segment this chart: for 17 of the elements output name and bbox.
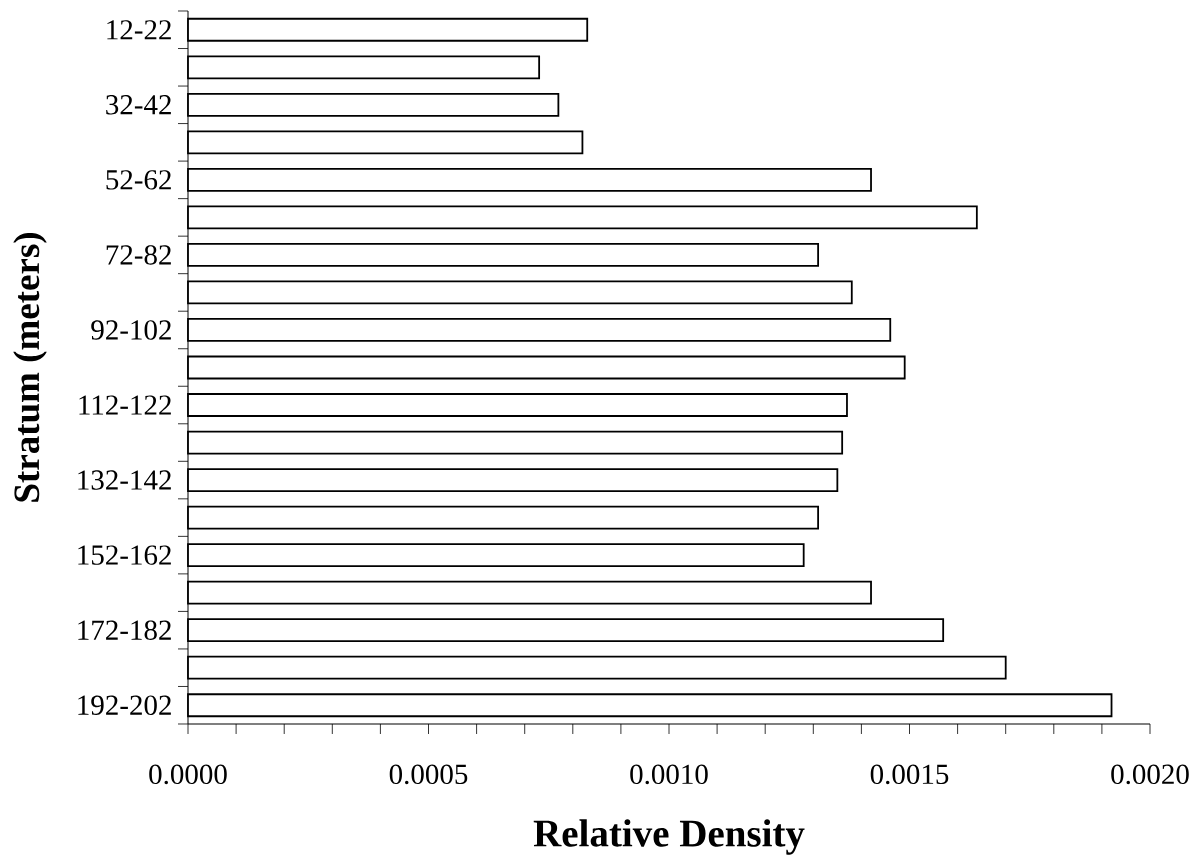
y-tick-label: 152-162 [78,545,171,565]
y-tick-label: 132-142 [78,470,171,490]
y-tick-label: 52-62 [106,170,171,190]
y-tick-label: 92-102 [91,320,171,340]
y-axis-title: Stratum (meters) [13,233,47,502]
x-tick-label: 0.0005 [389,764,468,785]
y-tick-label: 72-82 [106,245,171,265]
x-tick-label: 0.0020 [1111,764,1189,785]
x-tick-label: 0.0015 [870,764,949,785]
y-tick-label: 112-122 [79,395,171,415]
x-tick-label: 0.0000 [149,764,227,785]
x-tick-label: 0.0010 [630,764,708,785]
y-tick-label: 172-182 [78,620,171,640]
y-tick-label: 192-202 [78,695,171,716]
y-tick-label: 32-42 [106,95,171,115]
x-axis-title: Relative Density [533,819,805,855]
y-tick-label: 12-22 [107,20,171,40]
